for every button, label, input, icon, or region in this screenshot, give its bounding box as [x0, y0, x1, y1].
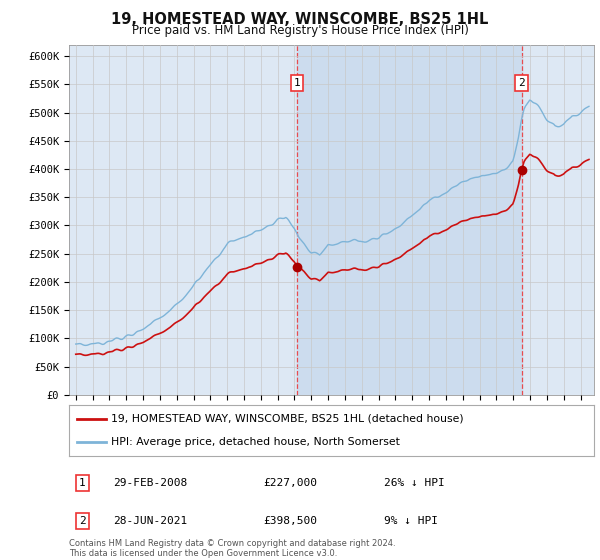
Text: 2: 2	[518, 78, 525, 88]
Text: Contains HM Land Registry data © Crown copyright and database right 2024.
This d: Contains HM Land Registry data © Crown c…	[69, 539, 395, 558]
Text: 26% ↓ HPI: 26% ↓ HPI	[384, 478, 445, 488]
Text: 9% ↓ HPI: 9% ↓ HPI	[384, 516, 438, 526]
Text: £398,500: £398,500	[263, 516, 317, 526]
Text: HPI: Average price, detached house, North Somerset: HPI: Average price, detached house, Nort…	[111, 437, 400, 447]
Text: 19, HOMESTEAD WAY, WINSCOMBE, BS25 1HL (detached house): 19, HOMESTEAD WAY, WINSCOMBE, BS25 1HL (…	[111, 414, 464, 424]
Text: £227,000: £227,000	[263, 478, 317, 488]
Text: 29-FEB-2008: 29-FEB-2008	[113, 478, 188, 488]
Bar	[298, 45, 521, 395]
Text: 1: 1	[79, 478, 86, 488]
Text: 28-JUN-2021: 28-JUN-2021	[113, 516, 188, 526]
Text: Price paid vs. HM Land Registry's House Price Index (HPI): Price paid vs. HM Land Registry's House …	[131, 24, 469, 37]
Text: 1: 1	[294, 78, 301, 88]
Text: 2: 2	[79, 516, 86, 526]
Text: 19, HOMESTEAD WAY, WINSCOMBE, BS25 1HL: 19, HOMESTEAD WAY, WINSCOMBE, BS25 1HL	[112, 12, 488, 27]
